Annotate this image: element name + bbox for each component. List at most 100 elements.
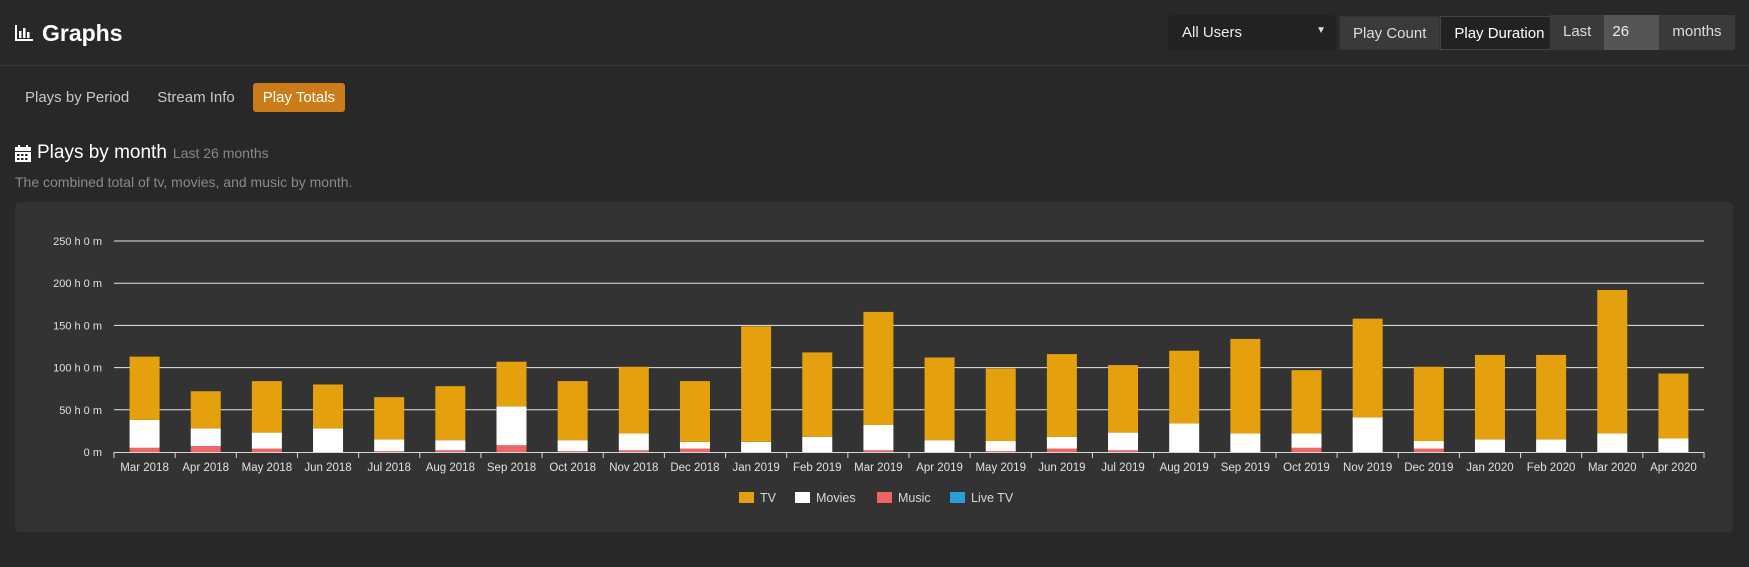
bar-movies (435, 440, 466, 451)
bar-movies (863, 424, 894, 451)
months-label: months (1659, 15, 1735, 50)
bar-movies (557, 440, 588, 452)
section-subtitle: Last 26 months (172, 145, 269, 161)
section-description: The combined total of tv, movies, and mu… (15, 174, 353, 190)
x-tick-label: Apr 2019 (916, 462, 963, 474)
bar-tv (802, 352, 833, 437)
bar-movies (741, 441, 772, 452)
x-tick-label: Dec 2019 (1404, 462, 1453, 474)
bar-movies (1658, 438, 1689, 452)
bar-tv (435, 386, 466, 441)
bar-tv (1230, 338, 1261, 434)
bar-movies (924, 440, 955, 452)
bar-tv (1169, 350, 1200, 424)
x-tick-label: Oct 2019 (1283, 462, 1330, 474)
x-tick-label: Dec 2018 (670, 462, 719, 474)
bar-movies (251, 432, 282, 449)
x-tick-label: Jul 2018 (367, 462, 410, 474)
bar-tv (1597, 289, 1628, 434)
x-tick-label: Apr 2018 (182, 462, 229, 474)
legend-swatch (739, 492, 754, 503)
tab-stream-info[interactable]: Stream Info (157, 89, 235, 106)
y-tick-label: 0 m (84, 447, 102, 459)
bar-music (863, 450, 894, 452)
bar-tv (313, 384, 344, 429)
x-tick-label: Nov 2019 (1343, 462, 1392, 474)
legend-swatch (795, 492, 810, 503)
tab-play-totals[interactable]: Play Totals (252, 83, 346, 112)
x-tick-label: Mar 2019 (854, 462, 903, 474)
bar-movies (1352, 417, 1383, 452)
legend-label: Music (898, 491, 931, 505)
user-select[interactable]: All Users ▼ (1168, 15, 1336, 50)
y-tick-label: 250 h 0 m (53, 236, 102, 248)
bar-movies (190, 428, 221, 447)
bar-tv (1352, 318, 1383, 418)
bar-movies (1413, 441, 1444, 449)
bar-movies (1230, 433, 1261, 452)
bar-tv (618, 366, 649, 434)
bar-music (1108, 450, 1139, 452)
x-tick-label: Feb 2020 (1527, 462, 1576, 474)
bar-tv (129, 356, 160, 420)
bar-tv (190, 391, 221, 429)
bar-movies (618, 433, 649, 451)
bar-tv (1536, 354, 1567, 440)
bar-movies (802, 436, 833, 452)
bar-music (435, 450, 466, 452)
x-tick-label: Oct 2018 (549, 462, 596, 474)
x-tick-label: Sep 2019 (1221, 462, 1270, 474)
bar-movies (1474, 439, 1505, 452)
bar-movies (1046, 436, 1077, 449)
bar-tv (1108, 365, 1139, 433)
bar-movies (313, 428, 344, 452)
bar-music (557, 451, 588, 452)
x-tick-label: Apr 2020 (1650, 462, 1697, 474)
bar-music (618, 450, 649, 452)
months-input[interactable]: 26 (1604, 15, 1660, 50)
bar-music (251, 448, 282, 452)
bar-movies (1108, 432, 1139, 451)
page-title-text: Graphs (42, 19, 123, 46)
bar-tv (1658, 373, 1689, 439)
tab-plays-by-period[interactable]: Plays by Period (25, 89, 130, 106)
bar-tv (1291, 370, 1322, 434)
bar-tv (985, 368, 1016, 442)
bar-music (985, 451, 1016, 452)
bar-movies (1169, 423, 1200, 452)
x-tick-label: Aug 2019 (1160, 462, 1209, 474)
x-tick-label: Jan 2020 (1466, 462, 1513, 474)
chart-panel: 0 m 50 h 0 m 100 h 0 m 150 h 0 m 200 h 0 m 25… (15, 202, 1733, 532)
bar-tv (679, 381, 710, 442)
bar-movies (985, 441, 1016, 452)
x-tick-label: May 2019 (975, 462, 1026, 474)
x-tick-label: Aug 2018 (426, 462, 475, 474)
last-label: Last (1550, 15, 1605, 50)
bar-music (679, 448, 710, 452)
y-tick-label: 200 h 0 m (53, 278, 102, 290)
bar-music (374, 451, 405, 452)
play-count-button[interactable]: Play Count (1339, 16, 1441, 50)
x-tick-label: Jun 2019 (1038, 462, 1085, 474)
bar-movies (679, 441, 710, 449)
bar-music (1046, 448, 1077, 452)
bar-tv (251, 381, 282, 433)
bar-music (1291, 447, 1322, 452)
bar-movies (129, 419, 160, 448)
x-tick-label: Nov 2018 (609, 462, 658, 474)
bar-music (1413, 448, 1444, 452)
bar-tv (1046, 354, 1077, 437)
legend-label: Movies (816, 491, 856, 505)
x-tick-label: Jan 2019 (732, 462, 779, 474)
calendar-icon (15, 144, 31, 162)
y-tick-label: 50 h 0 m (59, 405, 102, 417)
play-duration-button[interactable]: Play Duration (1440, 16, 1559, 50)
bar-tv (496, 361, 527, 407)
x-tick-label: Jul 2019 (1101, 462, 1144, 474)
legend-label: TV (760, 491, 777, 505)
bar-tv (924, 357, 955, 441)
legend-label: Live TV (971, 491, 1014, 505)
graph-tabs: Plays by Period Stream Info Play Totals (15, 83, 346, 112)
metric-toggle: Play Count Play Duration (1339, 16, 1559, 50)
bar-tv (557, 381, 588, 441)
